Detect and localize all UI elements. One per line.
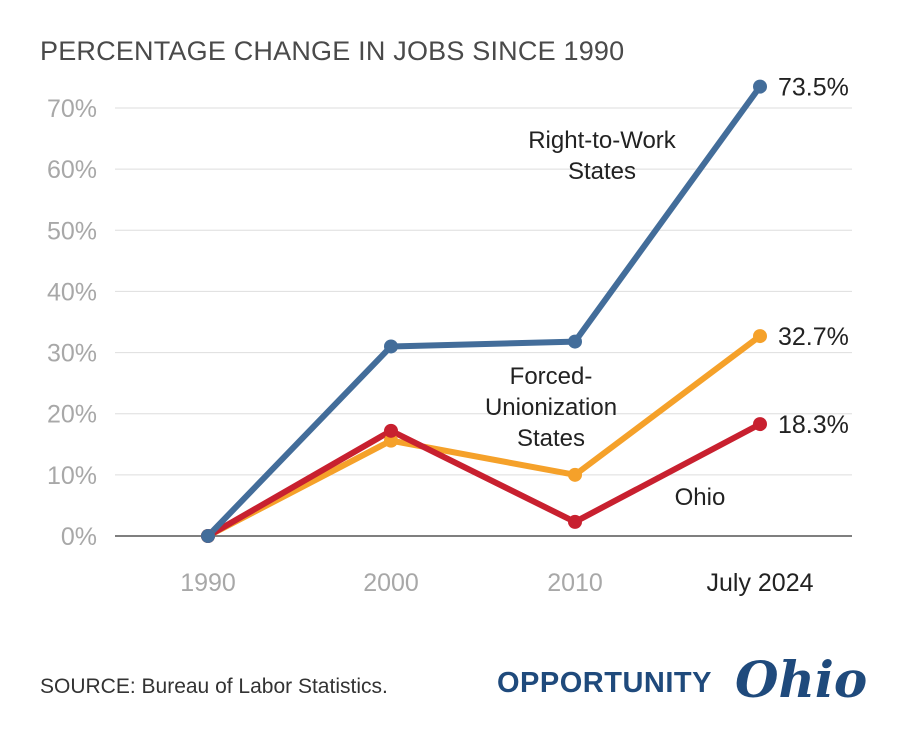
data-point — [384, 423, 398, 438]
y-axis-ticks: 0% 10% 20% 30% 40% 50% 60% 70% — [47, 95, 97, 551]
y-tick-label: 20% — [47, 401, 97, 429]
y-tick-label: 0% — [61, 523, 97, 551]
y-tick-label: 50% — [47, 217, 97, 245]
data-point — [753, 79, 767, 94]
end-value-label: 73.5% — [778, 74, 849, 102]
series-label-line: States — [568, 158, 636, 185]
data-point — [753, 417, 767, 432]
data-point — [384, 433, 398, 448]
logo-word: OPPORTUNITY — [497, 667, 712, 699]
series-label-line: States — [517, 425, 585, 452]
series-line — [205, 421, 763, 539]
series-line — [205, 83, 763, 539]
y-tick-label: 60% — [47, 156, 97, 184]
y-tick-label: 30% — [47, 340, 97, 368]
series-labels: Right-to-Work States 73.5% Forced- Unionizat… — [485, 74, 849, 511]
data-point — [201, 529, 215, 543]
series-label-line: Unionization — [485, 394, 617, 421]
x-tick-label: July 2024 — [706, 569, 813, 597]
data-point — [568, 514, 582, 529]
opportunity-ohio-logo: OPPORTUNITY Ohio — [497, 650, 867, 709]
series-line — [205, 333, 763, 539]
y-tick-label: 40% — [47, 278, 97, 306]
x-tick-label: 2010 — [547, 569, 603, 597]
x-tick-label: 1990 — [180, 569, 236, 597]
x-tick-label: 2000 — [363, 569, 419, 597]
source-note: SOURCE: Bureau of Labor Statistics. — [40, 675, 388, 698]
y-tick-label: 70% — [47, 95, 97, 123]
end-value-label: 32.7% — [778, 323, 849, 351]
data-point — [753, 329, 767, 344]
series-label: Right-to-Work States — [528, 127, 677, 185]
series-label-line: Forced- — [510, 363, 593, 390]
series-label: Ohio — [675, 484, 726, 511]
gridlines — [115, 107, 852, 537]
data-point — [568, 467, 582, 482]
chart-title: PERCENTAGE CHANGE IN JOBS SINCE 1990 — [40, 36, 624, 66]
series-label-line: Right-to-Work — [528, 127, 677, 154]
x-axis-ticks: 1990 2000 2010 July 2024 — [180, 569, 813, 597]
data-point — [568, 334, 582, 349]
y-tick-label: 10% — [47, 462, 97, 490]
series-label-line: Ohio — [675, 484, 726, 511]
logo-script: Ohio — [735, 650, 867, 709]
series-group — [201, 79, 767, 543]
series-label: Forced- Unionization States — [485, 363, 617, 452]
end-value-label: 18.3% — [778, 411, 849, 439]
data-point — [384, 339, 398, 354]
